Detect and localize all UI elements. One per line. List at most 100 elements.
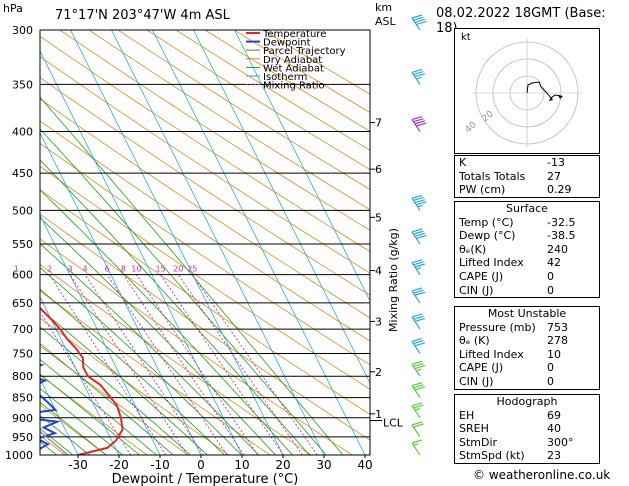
most-unstable-title: Most Unstable	[487, 307, 567, 320]
legend-label: Temperature	[262, 29, 326, 40]
isotherm-line	[152, 30, 366, 455]
plot-frame	[39, 29, 371, 456]
legend-label: Isotherm	[263, 72, 307, 83]
height-tick-label: 1	[375, 408, 382, 421]
most-unstable-box: Most Unstable Pressure (mb) 753 θₑ (K) 278…	[454, 306, 600, 390]
wind-barb-flag	[413, 362, 424, 367]
x-axis-title: Dewpoint / Temperature (°C)	[112, 472, 299, 486]
wind-barb-flag	[413, 384, 424, 389]
storm-motion-arrow	[558, 95, 563, 99]
dry-adiabat-line	[40, 317, 230, 455]
wind-barbs	[411, 14, 427, 456]
pressure-tick-label: 500	[12, 204, 33, 217]
wind-barb	[411, 382, 426, 398]
height-tick-label: 6	[375, 163, 382, 176]
hpa-unit-label: hPa	[3, 2, 23, 15]
sreh-row: SREH 40	[459, 422, 561, 436]
dry-adiabat-line	[88, 30, 370, 211]
wind-barb	[411, 287, 426, 304]
wind-barb	[411, 14, 427, 31]
pressure-tick-label: 850	[12, 392, 33, 405]
legend-label: Dry Adiabat	[263, 55, 322, 66]
skewt-diagram: 3003504004505005506006507007508008509009…	[3, 1, 427, 486]
legend-label: Dewpoint	[263, 38, 311, 49]
wind-barb-flag	[414, 120, 426, 125]
wind-barb	[411, 228, 427, 245]
temperature-tick-label: 10	[234, 458, 249, 472]
wind-barb-flag	[414, 386, 426, 391]
pressure-tick-label: 800	[12, 370, 33, 383]
wind-barb-staff	[411, 17, 421, 31]
temperature-line	[40, 306, 124, 455]
isotherm-line	[70, 30, 284, 455]
wind-barb	[411, 194, 427, 211]
dry-adiabat-line	[40, 189, 370, 415]
wind-barb	[411, 439, 423, 456]
wind-barb-flag	[411, 228, 423, 233]
hodograph-indices-box: Hodograph EH 69 SREH 40 StmDir 300° StmSpd …	[454, 394, 600, 464]
wind-barb-flag	[416, 122, 427, 127]
wind-barb-flag	[414, 317, 426, 322]
temperature-tick-label: 40	[357, 458, 372, 472]
wind-barb-half-flag	[413, 443, 419, 446]
wind-barb-staff	[411, 341, 421, 354]
isotherm-line	[40, 296, 120, 455]
wind-barb	[411, 421, 424, 438]
dry-adiabat-line	[40, 165, 370, 390]
isotherm-line	[234, 30, 370, 302]
pressure-tick-label: 700	[12, 323, 33, 336]
wind-barb	[411, 360, 426, 377]
wind-barb-flag	[413, 196, 424, 202]
mixing-ratio-label: 2	[47, 265, 52, 274]
height-tick-label: 4	[375, 265, 382, 278]
wind-barb-half-flag	[417, 204, 423, 208]
asl-unit-label: ASL	[375, 15, 397, 28]
wind-barb-half-flag	[416, 76, 422, 80]
dry-adiabat-line	[175, 30, 370, 151]
stmdir-row: StmDir 300°	[459, 435, 574, 449]
mixing-ratio-line	[177, 274, 303, 455]
height-tick-label: 3	[375, 315, 382, 328]
wind-barb-flag	[416, 201, 427, 206]
mixing-ratio-label: 15	[155, 265, 165, 274]
eh-row: EH 69	[459, 408, 561, 422]
wind-barb-staff	[411, 290, 421, 304]
mixing-ratio-line	[160, 274, 284, 455]
dry-adiabat-line	[40, 98, 370, 319]
temperature-tick-label: 30	[316, 458, 331, 472]
wet-adiabat-line	[40, 387, 124, 455]
mu-theta-row: θₑ (K) 278	[459, 334, 568, 348]
dry-adiabat-line	[40, 404, 107, 455]
isotherm-line	[40, 378, 79, 455]
surface-dewp-row: Dewp (°C) -38.5	[459, 229, 576, 243]
wet-adiabat-line	[40, 308, 209, 455]
pressure-tick-label: 900	[12, 412, 33, 425]
mixing-ratio-line	[69, 274, 188, 455]
k-index-row: K -13	[459, 156, 565, 169]
wind-barb-staff	[411, 72, 421, 85]
mixing-ratio-line	[84, 274, 204, 455]
hodograph-unit-label: kt	[461, 32, 471, 43]
wind-barb-flag	[411, 14, 423, 19]
temperature-tick-label: 0	[197, 458, 205, 472]
credit-label: © weatheronline.co.uk	[473, 468, 611, 482]
wind-barb-staff	[411, 231, 421, 245]
pressure-tick-label: 300	[12, 24, 33, 37]
wind-barb-flag	[414, 232, 426, 237]
dry-adiabat-line	[40, 35, 370, 252]
temperature-tick-label: -20	[109, 458, 129, 472]
surface-cape-row: CAPE (J) 0	[459, 269, 554, 283]
dewpoint-line	[40, 363, 62, 450]
indices-box: K -13 Totals Totals 27 PW (cm) 0.29	[454, 155, 600, 198]
surface-li-row: Lifted Index 42	[459, 256, 561, 270]
mu-li-row: Lifted Index 10	[459, 347, 561, 361]
wind-barb-half-flag	[416, 267, 422, 270]
legend-label: Mixing Ratio	[263, 81, 325, 92]
wind-barb-flag	[413, 423, 424, 428]
wind-barb-flag	[416, 20, 427, 26]
isotherm-line	[40, 214, 161, 455]
pressure-tick-label: 950	[12, 431, 33, 444]
wind-barb-flag	[411, 287, 423, 292]
wind-barb	[411, 402, 424, 419]
wind-barb-staff	[411, 442, 421, 456]
